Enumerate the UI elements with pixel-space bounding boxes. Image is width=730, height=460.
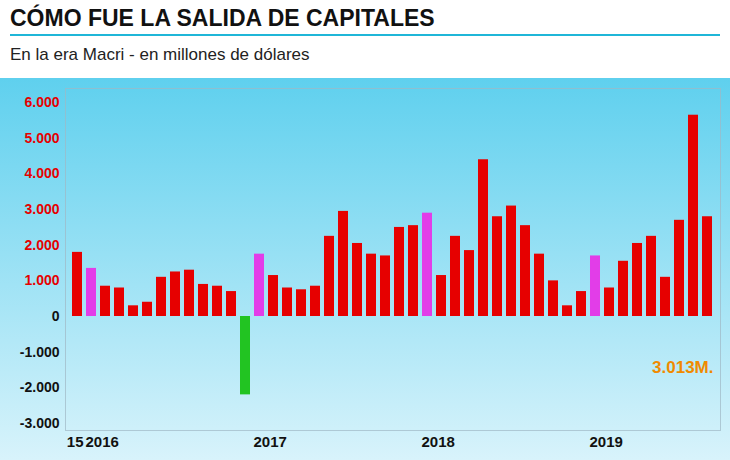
svg-text:4.000: 4.000 bbox=[24, 165, 59, 181]
svg-text:-1.000: -1.000 bbox=[20, 344, 60, 360]
svg-text:2.000: 2.000 bbox=[24, 237, 59, 253]
svg-text:0: 0 bbox=[52, 308, 60, 324]
svg-text:1.000: 1.000 bbox=[24, 272, 59, 288]
html-text:En la era Macri - en millones: En la era Macri - en millones de dólares bbox=[10, 45, 310, 64]
svg-text:3.013M.: 3.013M. bbox=[652, 358, 713, 377]
svg-text:2017: 2017 bbox=[254, 433, 287, 450]
svg-text:2016: 2016 bbox=[86, 433, 119, 450]
svg-text:-2.000: -2.000 bbox=[20, 379, 60, 395]
svg-text:2019: 2019 bbox=[590, 433, 623, 450]
svg-text:-3.000: -3.000 bbox=[20, 415, 60, 431]
svg-text:15: 15 bbox=[67, 433, 84, 450]
svg-text:5.000: 5.000 bbox=[24, 130, 59, 146]
svg-text:2018: 2018 bbox=[422, 433, 455, 450]
html-text:CÓMO FUE LA SALIDA DE CAPITALE: CÓMO FUE LA SALIDA DE CAPITALES bbox=[10, 5, 435, 31]
svg-text:3.000: 3.000 bbox=[24, 201, 59, 217]
svg-text:6.000: 6.000 bbox=[24, 94, 59, 110]
